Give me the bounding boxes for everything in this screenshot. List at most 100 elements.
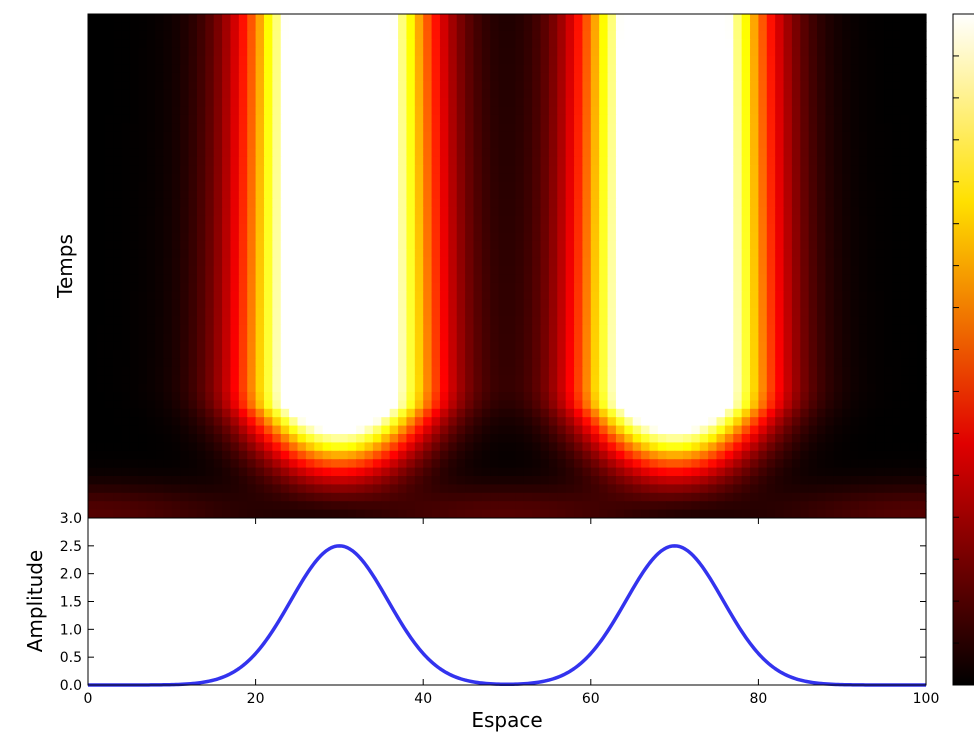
heatmap-cell <box>850 375 860 385</box>
heatmap-cell <box>674 324 684 334</box>
heatmap-cell <box>481 165 491 175</box>
heatmap-cell <box>406 417 416 427</box>
heatmap-cell <box>255 324 265 334</box>
heatmap-cell <box>641 350 651 359</box>
heatmap-cell <box>884 89 894 99</box>
heatmap-cell <box>590 106 600 116</box>
heatmap-cell <box>205 333 215 343</box>
heatmap-cell <box>716 358 726 368</box>
heatmap-cell <box>331 341 340 351</box>
heatmap-cell <box>255 333 265 343</box>
heatmap-cell <box>800 64 810 74</box>
heatmap-cell <box>607 333 617 343</box>
heatmap-cell <box>465 383 475 393</box>
heatmap-cell <box>741 333 751 343</box>
heatmap-cell <box>691 324 701 334</box>
heatmap-cell <box>557 198 567 208</box>
heatmap-cell <box>213 81 223 91</box>
heatmap-cell <box>339 215 349 225</box>
heatmap-cell <box>900 383 910 393</box>
heatmap-cell <box>557 131 567 141</box>
heatmap-cell <box>817 140 827 149</box>
heatmap-cell <box>565 215 575 225</box>
heatmap-cell <box>632 182 642 191</box>
heatmap-cell <box>800 224 810 233</box>
heatmap-cell <box>146 324 156 334</box>
heatmap-cell <box>104 72 114 82</box>
heatmap-cell <box>490 72 500 82</box>
heatmap-cell <box>523 156 533 166</box>
heatmap-cell <box>431 240 441 250</box>
heatmap-cell <box>481 366 491 376</box>
heatmap-cell <box>356 198 366 208</box>
heatmap-cell <box>557 123 567 133</box>
heatmap-cell <box>649 392 659 401</box>
heatmap-cell <box>842 417 852 427</box>
heatmap-cell <box>800 408 810 418</box>
heatmap-cell <box>632 316 642 326</box>
heatmap-cell <box>364 316 374 326</box>
heatmap-cell <box>498 131 508 141</box>
heatmap-cell <box>758 266 768 275</box>
heatmap-cell <box>255 89 265 99</box>
heatmap-cell <box>758 39 768 49</box>
heatmap-cell <box>439 392 449 401</box>
heatmap-cell <box>138 148 148 158</box>
heatmap-cell <box>741 324 751 334</box>
heatmap-cell <box>263 358 273 368</box>
heatmap-cell <box>163 14 173 23</box>
heatmap-cell <box>548 282 558 292</box>
heatmap-cell <box>540 98 550 107</box>
heatmap-cell <box>247 14 257 23</box>
heatmap-cell <box>708 14 718 23</box>
heatmap-cell <box>699 39 709 49</box>
heatmap-cell <box>666 240 676 250</box>
heatmap-cell <box>917 64 927 74</box>
heatmap-cell <box>146 14 156 23</box>
heatmap-cell <box>372 282 382 292</box>
heatmap-cell <box>104 366 114 376</box>
heatmap-cell <box>724 30 734 40</box>
heatmap-cell <box>540 341 550 351</box>
heatmap-cell <box>791 274 801 284</box>
heatmap-cell <box>113 316 123 326</box>
heatmap-cell <box>431 366 441 376</box>
heatmap-cell <box>96 350 106 359</box>
heatmap-cell <box>590 131 600 141</box>
heatmap-cell <box>565 173 575 183</box>
heatmap-cell <box>733 257 743 267</box>
heatmap-cell <box>96 190 106 200</box>
heatmap-cell <box>850 64 860 74</box>
heatmap-cell <box>884 165 894 175</box>
heatmap-cell <box>666 400 676 410</box>
heatmap-cell <box>808 257 818 267</box>
heatmap-cell <box>171 350 181 359</box>
heatmap-cell <box>674 190 684 200</box>
heatmap-cell <box>783 190 793 200</box>
heatmap-cell <box>180 308 190 317</box>
heatmap-cell <box>163 140 173 149</box>
heatmap-cell <box>574 30 584 40</box>
heatmap-cell <box>272 224 282 233</box>
heatmap-cell <box>263 291 273 301</box>
heatmap-cell <box>850 47 860 57</box>
heatmap-cell <box>305 291 315 301</box>
heatmap-cell <box>867 341 877 351</box>
heatmap-cell <box>800 173 810 183</box>
heatmap-cell <box>582 47 592 57</box>
heatmap-cell <box>188 114 198 124</box>
heatmap-cell <box>532 291 542 301</box>
heatmap-cell <box>222 324 232 334</box>
heatmap-cell <box>113 148 123 158</box>
heatmap-cell <box>548 72 558 82</box>
heatmap-cell <box>641 98 651 107</box>
heatmap-cell <box>188 30 198 40</box>
heatmap-cell <box>364 182 374 191</box>
heatmap-cell <box>582 400 592 410</box>
heatmap-cell <box>507 81 516 91</box>
heatmap-cell <box>272 291 282 301</box>
heatmap-cell <box>356 89 366 99</box>
heatmap-cell <box>532 224 542 233</box>
heatmap-cell <box>909 257 919 267</box>
heatmap-cell <box>607 56 617 65</box>
